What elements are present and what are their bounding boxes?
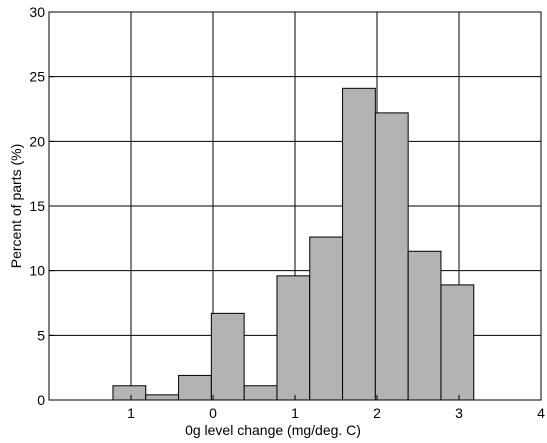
histogram-bar xyxy=(276,275,311,401)
x-tick-label: 0 xyxy=(209,405,217,421)
axis-ticks xyxy=(48,11,542,401)
y-tick-label: 30 xyxy=(29,4,45,20)
y-tick-label: 15 xyxy=(29,198,45,214)
x-tick-label: 1 xyxy=(291,405,299,421)
histogram-bar xyxy=(440,284,475,401)
y-tick-labels: 0 5 10 15 20 25 30 xyxy=(29,4,45,408)
y-tick-label: 20 xyxy=(29,133,45,149)
histogram-bar xyxy=(145,394,180,401)
x-tick-label: 4 xyxy=(537,405,545,421)
y-tick-label: 25 xyxy=(29,69,45,85)
x-axis-label: 0g level change (mg/deg. C) xyxy=(185,422,361,438)
y-tick-label: 0 xyxy=(37,392,45,408)
histogram-bars xyxy=(112,87,475,401)
histogram-bar xyxy=(374,112,409,401)
y-tick-label: 10 xyxy=(29,263,45,279)
histogram-bar xyxy=(210,312,245,401)
x-tick-labels: 1 0 1 2 3 4 xyxy=(127,405,545,421)
y-axis-label: Percent of parts (%) xyxy=(8,144,24,269)
histogram-bar xyxy=(243,385,278,401)
x-tick-label: 3 xyxy=(455,405,463,421)
histogram-bar xyxy=(112,385,147,401)
histogram-bar xyxy=(342,87,376,401)
x-tick-label: 2 xyxy=(373,405,381,421)
histogram-bar xyxy=(309,236,344,401)
y-tick-label: 5 xyxy=(37,327,45,343)
histogram-bar xyxy=(178,374,212,401)
x-tick-label: 1 xyxy=(127,405,135,421)
histogram-bar xyxy=(407,250,442,401)
